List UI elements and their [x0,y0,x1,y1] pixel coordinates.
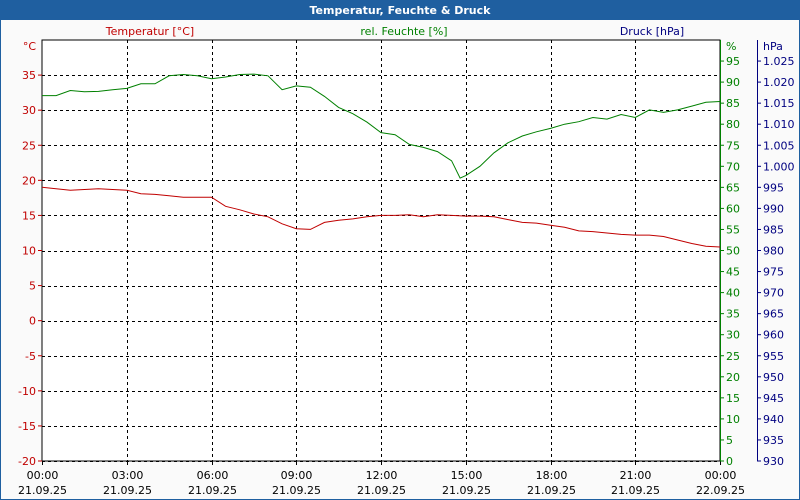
y-tick-label-pressure: 990 [763,202,784,215]
y-tick-label-pressure: 980 [763,245,784,258]
x-tick-label-time: 00:00 [27,469,59,482]
legend-temperature: Temperatur [°C] [105,25,194,38]
y-tick-label-humidity: 70 [726,160,740,173]
y-tick-label-temperature: 30 [22,104,36,117]
y-tick-label-pressure: 945 [763,392,784,405]
x-tick-label-date: 21.09.25 [103,484,152,497]
y-tick-label-humidity: 90 [726,76,740,89]
legend-pressure: Druck [hPa] [620,25,684,38]
y-tick-label-temperature: 5 [29,280,36,293]
y-tick-label-pressure: 1.020 [763,76,795,89]
y-axis-unit-humidity: % [726,40,736,53]
y-tick-label-humidity: 65 [726,181,740,194]
y-tick-label-pressure: 960 [763,329,784,342]
y-tick-label-humidity: 5 [726,434,733,447]
x-tick-label-date: 21.09.25 [611,484,660,497]
y-tick-label-temperature: 10 [22,245,36,258]
x-tick-label-time: 03:00 [112,469,144,482]
chart-title: Temperatur, Feuchte & Druck [1,1,799,20]
y-tick-label-pressure: 1.000 [763,160,795,173]
y-tick-label-humidity: 0 [726,455,733,468]
y-tick-label-humidity: 85 [726,97,740,110]
x-tick-label-time: 15:00 [451,469,483,482]
y-tick-label-humidity: 50 [726,245,740,258]
y-tick-label-pressure: 985 [763,223,784,236]
y-tick-label-temperature: -5 [25,350,36,363]
y-tick-label-temperature: -15 [18,420,36,433]
x-tick-label-time: 18:00 [536,469,568,482]
x-tick-label-date: 21.09.25 [188,484,237,497]
y-tick-label-pressure: 1.015 [763,97,795,110]
x-tick-label-time: 06:00 [197,469,229,482]
y-tick-label-pressure: 935 [763,434,784,447]
x-tick-label-date: 21.09.25 [527,484,576,497]
y-tick-label-pressure: 1.005 [763,139,795,152]
x-tick-label-date: 21.09.25 [442,484,491,497]
x-tick-label-time: 21:00 [620,469,652,482]
series-line-humidity [42,73,721,179]
y-tick-label-humidity: 40 [726,287,740,300]
y-tick-label-pressure: 975 [763,266,784,279]
y-tick-label-humidity: 95 [726,55,740,68]
series-line-temperature [41,186,721,248]
y-tick-label-humidity: 15 [726,392,740,405]
y-tick-label-humidity: 20 [726,371,740,384]
x-tick-label-time: 00:00 [705,469,737,482]
y-tick-label-temperature: 0 [29,315,36,328]
y-tick-label-pressure: 955 [763,350,784,363]
y-tick-label-humidity: 80 [726,118,740,131]
y-tick-label-pressure: 1.010 [763,118,795,131]
y-tick-label-pressure: 970 [763,287,784,300]
y-tick-label-humidity: 60 [726,202,740,215]
y-tick-label-pressure: 940 [763,413,784,426]
x-tick-label-date: 21.09.25 [18,484,67,497]
y-tick-label-pressure: 995 [763,181,784,194]
y-tick-label-temperature: 20 [22,174,36,187]
y-tick-label-pressure: 930 [763,455,784,468]
y-tick-label-humidity: 45 [726,266,740,279]
x-tick-label-date: 21.09.25 [272,484,321,497]
y-tick-label-temperature: 25 [22,139,36,152]
legend-humidity: rel. Feuchte [%] [360,25,447,38]
y-axis-unit-pressure: hPa [763,40,783,53]
y-tick-label-humidity: 75 [726,139,740,152]
x-tick-label-date: 22.09.25 [696,484,745,497]
y-tick-label-pressure: 1.025 [763,55,795,68]
y-tick-label-humidity: 25 [726,350,740,363]
y-tick-label-temperature: -10 [18,385,36,398]
y-tick-label-temperature: 15 [22,209,36,222]
x-tick-label-date: 21.09.25 [357,484,406,497]
y-tick-label-temperature: 35 [22,69,36,82]
y-tick-label-pressure: 965 [763,308,784,321]
x-tick-label-time: 12:00 [366,469,398,482]
y-tick-label-pressure: 950 [763,371,784,384]
y-tick-label-temperature: -20 [18,455,36,468]
y-tick-label-humidity: 55 [726,223,740,236]
y-tick-label-humidity: 30 [726,329,740,342]
y-axis-unit-temperature: °C [23,40,37,53]
y-tick-label-humidity: 35 [726,308,740,321]
y-tick-label-humidity: 10 [726,413,740,426]
x-tick-label-time: 09:00 [281,469,313,482]
